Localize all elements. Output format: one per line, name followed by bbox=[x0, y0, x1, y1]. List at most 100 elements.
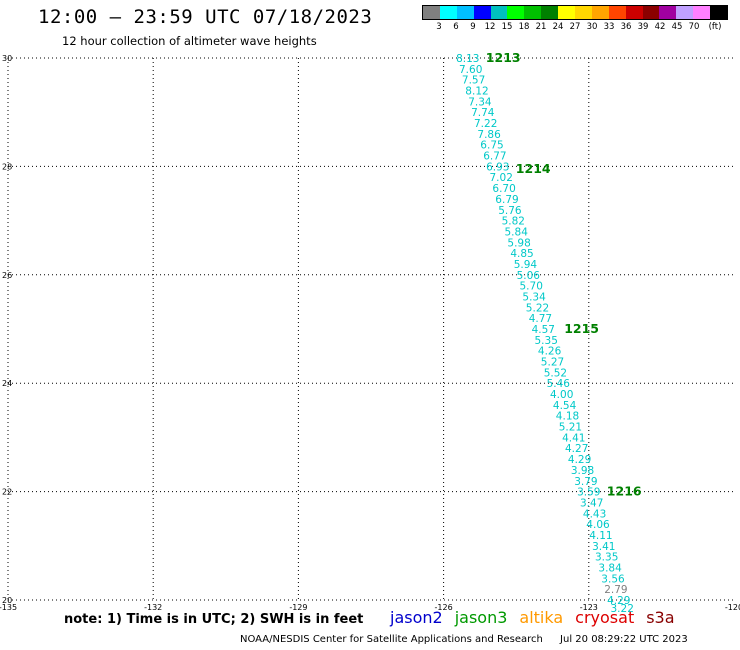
legend-swatch bbox=[693, 6, 711, 19]
swh-value: 5.06 bbox=[517, 270, 541, 282]
legend-swatch bbox=[507, 6, 525, 19]
time-label: 1215 bbox=[564, 321, 599, 336]
swh-value: 4.41 bbox=[562, 432, 585, 444]
swh-value: 3.79 bbox=[574, 476, 597, 488]
x-tick-label: -126 bbox=[435, 603, 453, 612]
legend-swatch bbox=[642, 6, 660, 19]
swh-value: 5.76 bbox=[498, 205, 522, 217]
swh-value: 7.02 bbox=[490, 172, 513, 184]
legend-label: 3 bbox=[436, 22, 442, 32]
swh-value: 3.35 bbox=[595, 552, 618, 564]
page-subtitle: 12 hour collection of altimeter wave hei… bbox=[62, 34, 317, 48]
swh-value: 5.22 bbox=[526, 302, 549, 314]
swh-value: 4.43 bbox=[583, 508, 606, 520]
mission-jason2: jason2 bbox=[390, 608, 443, 627]
y-tick-label: 24 bbox=[2, 379, 12, 388]
swh-value: 5.84 bbox=[505, 226, 529, 238]
swh-value: 7.34 bbox=[468, 96, 492, 108]
swh-value: 4.57 bbox=[532, 324, 555, 336]
legend-swatch bbox=[659, 6, 677, 19]
swh-value: 5.98 bbox=[507, 237, 530, 249]
legend-swatch bbox=[608, 6, 626, 19]
legend-swatch bbox=[591, 6, 609, 19]
legend-swatch bbox=[456, 6, 474, 19]
swh-value: 4.06 bbox=[586, 519, 610, 531]
swh-value: 4.29 bbox=[607, 595, 630, 607]
legend-label: 21 bbox=[535, 22, 547, 32]
legend-swatch bbox=[710, 6, 728, 19]
map-grid bbox=[8, 57, 734, 601]
legend-label: 6 bbox=[453, 22, 459, 32]
timestamp-text: Jul 20 08:29:22 UTC 2023 bbox=[560, 634, 688, 645]
legend-label: 33 bbox=[603, 22, 615, 32]
swh-value: 3.22 bbox=[611, 603, 634, 615]
legend-swatch bbox=[541, 6, 559, 19]
units-note: note: 1) Time is in UTC; 2) SWH is in fe… bbox=[64, 612, 364, 627]
legend-swatch bbox=[676, 6, 694, 19]
swh-value: 4.54 bbox=[553, 400, 577, 412]
legend-label: 18 bbox=[518, 22, 530, 32]
x-tick-label: -120 bbox=[725, 603, 740, 612]
time-label: 1213 bbox=[486, 50, 521, 65]
swh-value: 3.41 bbox=[592, 541, 615, 553]
swh-value: 3.47 bbox=[580, 497, 603, 509]
swh-value: 6.93 bbox=[486, 161, 509, 173]
y-tick-label: 20 bbox=[2, 596, 12, 605]
swh-value: 4.85 bbox=[510, 248, 533, 260]
swh-value: 5.70 bbox=[520, 281, 543, 293]
y-tick-label: 28 bbox=[2, 162, 12, 171]
swh-value: 7.60 bbox=[459, 64, 482, 76]
swh-value: 7.86 bbox=[477, 129, 501, 141]
legend-swatch bbox=[423, 6, 440, 19]
mission-altika: altika bbox=[519, 608, 564, 627]
legend-swatch bbox=[439, 6, 457, 19]
swh-value: 7.22 bbox=[474, 118, 497, 130]
y-tick-label: 30 bbox=[2, 54, 12, 63]
legend-label: 30 bbox=[586, 22, 598, 32]
legend-label: 9 bbox=[470, 22, 476, 32]
legend-swatch bbox=[490, 6, 508, 19]
swh-value: 6.70 bbox=[492, 183, 515, 195]
x-tick-label: -132 bbox=[144, 603, 162, 612]
legend-label: 15 bbox=[501, 22, 513, 32]
swh-value: 4.26 bbox=[538, 346, 562, 358]
legend-swatch bbox=[575, 6, 592, 19]
swh-value: 4.00 bbox=[550, 389, 573, 401]
swh-value: 5.52 bbox=[544, 367, 567, 379]
credit-footer: NOAA/NESDIS Center for Satellite Applica… bbox=[240, 634, 688, 645]
swh-value: 2.79 bbox=[604, 584, 627, 596]
x-tick-label: -123 bbox=[580, 603, 598, 612]
legend-label: 39 bbox=[637, 22, 649, 32]
swh-value: 7.57 bbox=[462, 75, 485, 87]
swh-value: 4.77 bbox=[529, 313, 552, 325]
page-title: 12:00 — 23:59 UTC 07/18/2023 bbox=[38, 6, 373, 28]
time-label: 1216 bbox=[607, 484, 642, 499]
legend-label: 12 bbox=[484, 22, 496, 32]
legend-label: 42 bbox=[654, 22, 666, 32]
time-label: 1214 bbox=[516, 161, 551, 176]
mission-s3a: s3a bbox=[646, 608, 675, 627]
swh-value: 5.34 bbox=[522, 291, 546, 303]
swh-value: 5.35 bbox=[535, 335, 558, 347]
swh-value: 4.11 bbox=[589, 530, 612, 542]
legend-swatch bbox=[473, 6, 491, 19]
swh-value: 3.98 bbox=[571, 465, 594, 477]
swh-value: 3.56 bbox=[601, 573, 625, 585]
legend-label: (ft) bbox=[708, 22, 722, 32]
legend-label: 27 bbox=[569, 22, 581, 32]
x-tick-label: -135 bbox=[0, 603, 17, 612]
swh-value: 7.74 bbox=[471, 107, 495, 119]
swh-value: 4.27 bbox=[565, 443, 588, 455]
x-tick-label: -129 bbox=[289, 603, 307, 612]
swh-value: 5.82 bbox=[502, 216, 525, 228]
legend-label: 36 bbox=[620, 22, 632, 32]
swh-value: 3.59 bbox=[577, 487, 600, 499]
swh-value: 5.27 bbox=[541, 357, 564, 369]
swh-value: 6.77 bbox=[483, 151, 506, 163]
swh-value: 8.13 bbox=[456, 53, 479, 65]
swh-value: 4.18 bbox=[556, 411, 579, 423]
swh-value: 5.21 bbox=[559, 422, 582, 434]
legend-label: 70 bbox=[688, 22, 700, 32]
legend-label: 24 bbox=[552, 22, 564, 32]
